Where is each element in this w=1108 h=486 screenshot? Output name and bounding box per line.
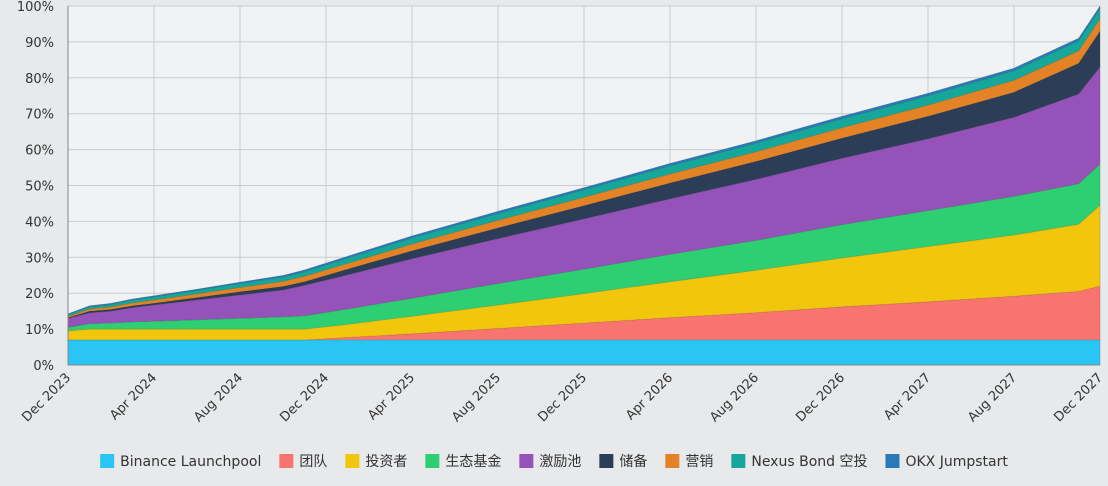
legend-swatch	[885, 454, 900, 468]
y-tick-labels: 0% 10% 20% 30% 40% 50% 60% 70% 80% 90% 100%	[17, 0, 54, 374]
y-tick-label: 70%	[25, 108, 54, 123]
legend-swatch	[599, 454, 614, 468]
legend-item-6[interactable]: 营销	[665, 454, 713, 470]
legend-item-8[interactable]: OKX Jumpstart	[885, 454, 1008, 470]
series-area-8	[67, 4, 1101, 315]
y-tick-label: 0%	[33, 359, 54, 374]
y-tick-label: 90%	[25, 36, 54, 51]
legend-item-4[interactable]: 激励池	[519, 453, 581, 470]
legend-item-0[interactable]: Binance Launchpool	[100, 454, 261, 470]
series-areas	[67, 4, 1101, 366]
legend-item-1[interactable]: 团队	[279, 454, 327, 470]
legend-swatch	[519, 454, 534, 468]
legend-swatch	[279, 454, 294, 468]
legend-swatch	[345, 454, 360, 468]
series-area-5	[67, 29, 1101, 319]
legend-item-5[interactable]: 储备	[599, 453, 647, 470]
axes	[67, 6, 1100, 366]
y-tick-label: 20%	[25, 287, 54, 302]
legend-swatch	[731, 454, 746, 468]
legend-item-2[interactable]: 投资者	[345, 454, 407, 470]
y-tick-label: 30%	[25, 251, 54, 266]
legend-item-3[interactable]: 生态基金	[425, 453, 501, 470]
legend-label: 团队	[299, 454, 327, 470]
legend-label: 生态基金	[445, 453, 501, 470]
legend-swatch	[425, 454, 440, 468]
legend-swatch	[100, 454, 115, 468]
y-tick-label: 100%	[17, 0, 54, 15]
legend-label: OKX Jumpstart	[905, 454, 1008, 470]
y-tick-label: 50%	[25, 180, 54, 195]
legend-label: 投资者	[365, 454, 407, 470]
legend-label: 储备	[619, 453, 647, 470]
legend-label: 营销	[685, 454, 713, 470]
y-tick-label: 80%	[25, 72, 54, 87]
legend-label: 激励池	[539, 453, 581, 470]
y-tick-label: 10%	[25, 323, 54, 338]
legend-label: Binance Launchpool	[120, 454, 261, 470]
legend-label: Nexus Bond 空投	[751, 454, 867, 470]
y-tick-label: 60%	[25, 144, 54, 159]
legend: Binance Launchpool 团队 投资者 生态基金 激励池 储备 营销 Nexus …	[100, 453, 1008, 470]
y-tick-label: 40%	[25, 215, 54, 230]
legend-item-7[interactable]: Nexus Bond 空投	[731, 454, 867, 470]
legend-swatch	[665, 454, 680, 468]
series-area-0	[67, 339, 1101, 366]
series-area-3	[67, 163, 1101, 332]
